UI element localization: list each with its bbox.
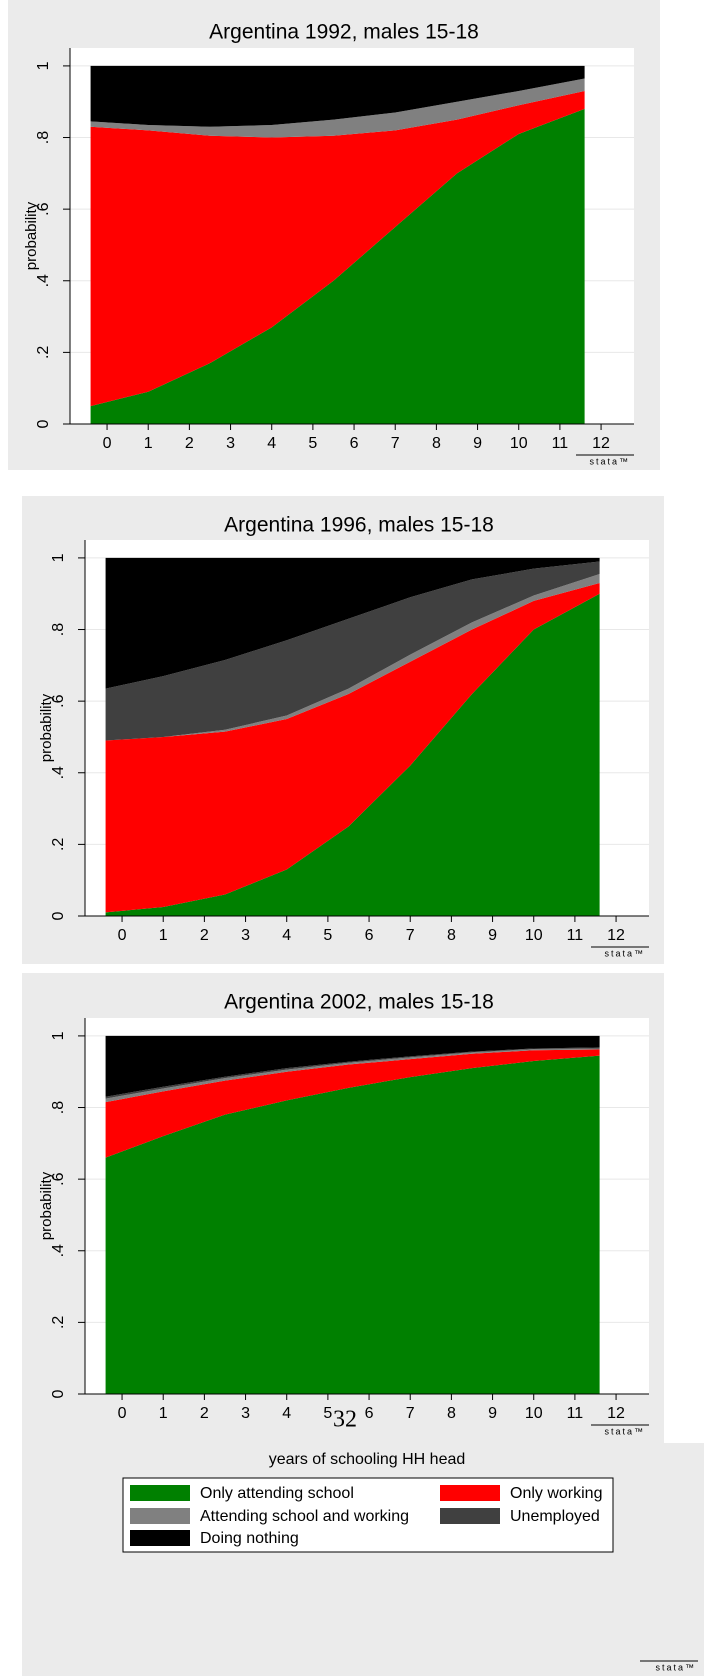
area bbox=[105, 557, 600, 689]
x-tick-label: 12 bbox=[592, 435, 610, 452]
x-tick-label: 0 bbox=[118, 1405, 127, 1422]
x-tick-label: 11 bbox=[567, 1405, 584, 1422]
y-tick-label: .2 bbox=[50, 838, 67, 851]
area bbox=[90, 108, 585, 424]
x-tick-label: 2 bbox=[200, 927, 209, 944]
legend-label: Attending school and working bbox=[200, 1508, 409, 1525]
x-tick-label: 4 bbox=[282, 927, 291, 944]
x-tick-label: 10 bbox=[510, 435, 528, 452]
x-tick-label: 5 bbox=[323, 927, 332, 944]
y-tick-label: .8 bbox=[35, 131, 52, 144]
x-tick-label: 10 bbox=[525, 927, 543, 944]
x-tick-label: 11 bbox=[567, 927, 584, 944]
logo: stata™ bbox=[604, 948, 645, 958]
page-number: 32 bbox=[333, 1407, 357, 1433]
x-tick-label: 3 bbox=[241, 927, 250, 944]
y-axis-label: probability bbox=[23, 201, 40, 270]
y-tick-label: 0 bbox=[50, 1389, 67, 1398]
y-tick-label: .6 bbox=[35, 202, 52, 215]
area bbox=[105, 1049, 600, 1158]
y-tick-label: 1 bbox=[50, 553, 67, 562]
logo: stata™ bbox=[589, 456, 630, 466]
y-tick-label: .4 bbox=[50, 766, 67, 779]
x-tick-label: 9 bbox=[488, 1405, 497, 1422]
legend-swatch bbox=[130, 1485, 190, 1501]
footer-logo: stata™ bbox=[655, 1662, 696, 1672]
legend-label: Only attending school bbox=[200, 1485, 354, 1502]
x-tick-label: 10 bbox=[525, 1405, 543, 1422]
x-tick-label: 0 bbox=[103, 435, 112, 452]
x-tick-label: 8 bbox=[432, 435, 441, 452]
chart-title: Argentina 2002, males 15-18 bbox=[224, 991, 494, 1014]
area bbox=[90, 90, 585, 407]
x-tick-label: 9 bbox=[473, 435, 482, 452]
x-tick-label: 7 bbox=[406, 927, 415, 944]
legend-swatch bbox=[440, 1485, 500, 1501]
area bbox=[105, 582, 600, 913]
chart-title: Argentina 1992, males 15-18 bbox=[209, 21, 479, 44]
y-axis-label: probability bbox=[38, 1171, 55, 1240]
x-tick-label: 12 bbox=[607, 927, 625, 944]
y-tick-label: .6 bbox=[50, 1172, 67, 1185]
x-tick-label: 11 bbox=[552, 435, 569, 452]
y-tick-label: 0 bbox=[50, 911, 67, 920]
y-tick-label: 1 bbox=[50, 1031, 67, 1040]
legend-label: Doing nothing bbox=[200, 1530, 299, 1547]
y-tick-label: .2 bbox=[50, 1316, 67, 1329]
x-tick-label: 5 bbox=[308, 435, 317, 452]
y-tick-label: .2 bbox=[35, 346, 52, 359]
area bbox=[105, 574, 600, 741]
area bbox=[105, 1035, 600, 1097]
x-tick-label: 12 bbox=[607, 1405, 625, 1422]
x-tick-label: 3 bbox=[241, 1405, 250, 1422]
chart-title: Argentina 1996, males 15-18 bbox=[224, 514, 494, 537]
y-tick-label: .8 bbox=[50, 623, 67, 636]
x-tick-label: 4 bbox=[282, 1405, 291, 1422]
area bbox=[105, 593, 600, 916]
legend-label: Unemployed bbox=[510, 1508, 600, 1525]
x-tick-label: 3 bbox=[226, 435, 235, 452]
x-tick-label: 0 bbox=[118, 927, 127, 944]
area bbox=[90, 65, 585, 127]
x-tick-label: 1 bbox=[159, 927, 168, 944]
x-tick-label: 9 bbox=[488, 927, 497, 944]
legend-swatch bbox=[130, 1508, 190, 1524]
area bbox=[105, 561, 600, 741]
x-tick-label: 6 bbox=[365, 927, 374, 944]
y-tick-label: 0 bbox=[35, 419, 52, 428]
legend-swatch bbox=[130, 1530, 190, 1546]
y-tick-label: .4 bbox=[35, 274, 52, 287]
x-tick-label: 7 bbox=[391, 435, 400, 452]
legend-box bbox=[122, 1477, 614, 1553]
area bbox=[105, 1055, 600, 1394]
x-tick-label: 2 bbox=[200, 1405, 209, 1422]
x-tick-label: 8 bbox=[447, 927, 456, 944]
x-tick-label: 6 bbox=[350, 435, 359, 452]
area bbox=[90, 78, 585, 138]
x-axis-label: years of schooling HH head bbox=[269, 1451, 466, 1468]
legend-label: Only working bbox=[510, 1485, 602, 1502]
x-tick-label: 6 bbox=[365, 1405, 374, 1422]
y-tick-label: .8 bbox=[50, 1101, 67, 1114]
x-tick-label: 7 bbox=[406, 1405, 415, 1422]
x-tick-label: 4 bbox=[267, 435, 276, 452]
y-tick-label: 1 bbox=[35, 61, 52, 70]
x-tick-label: 8 bbox=[447, 1405, 456, 1422]
y-axis-label: probability bbox=[38, 693, 55, 762]
x-tick-label: 1 bbox=[159, 1405, 168, 1422]
x-tick-label: 2 bbox=[185, 435, 194, 452]
legend-swatch bbox=[440, 1508, 500, 1524]
y-tick-label: .6 bbox=[50, 694, 67, 707]
x-tick-label: 5 bbox=[323, 1405, 332, 1422]
x-tick-label: 1 bbox=[144, 435, 153, 452]
logo: stata™ bbox=[604, 1426, 645, 1436]
y-tick-label: .4 bbox=[50, 1244, 67, 1257]
